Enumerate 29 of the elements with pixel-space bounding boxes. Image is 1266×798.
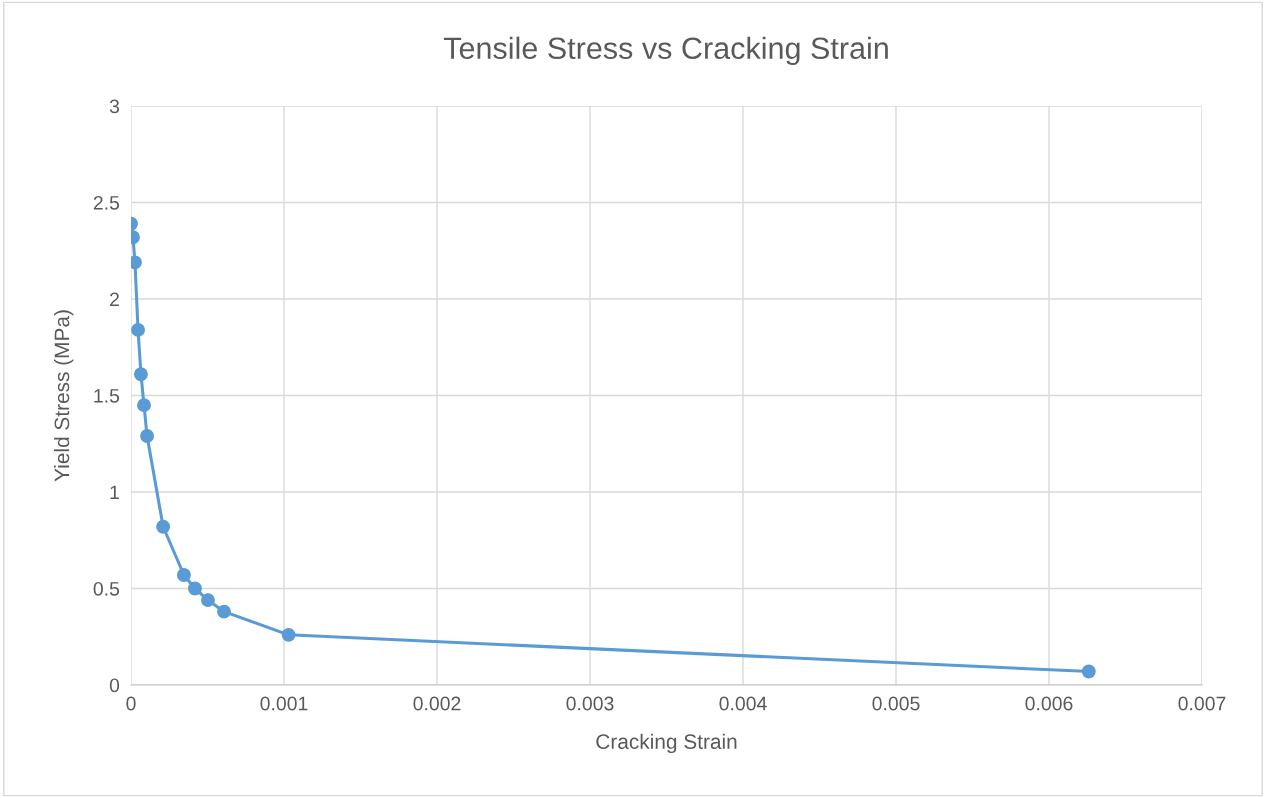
x-tick-label: 0.001 <box>260 696 308 711</box>
y-tick-label: 1 <box>110 485 119 500</box>
point <box>217 604 231 619</box>
x-tick-label: 0.007 <box>1178 696 1226 711</box>
y-axis-title: Yield Stress (MPa) <box>54 310 74 482</box>
point <box>176 568 191 582</box>
x-tick-label: 0.006 <box>1025 696 1073 711</box>
y-tick-label: 2.5 <box>93 195 120 210</box>
x-tick-label: 0.004 <box>719 696 767 711</box>
y-tick-label: 2 <box>110 292 119 307</box>
point <box>156 519 171 534</box>
chart-title: Tensile Stress vs Cracking Strain <box>443 36 888 66</box>
point <box>131 322 145 337</box>
point <box>137 398 151 413</box>
x-tick-label: 0.003 <box>566 696 614 711</box>
x-tick-label: 0.002 <box>413 696 461 711</box>
y-tick-label: 1.5 <box>94 389 120 403</box>
x-axis-title: Cracking Strain <box>596 733 737 754</box>
point <box>1081 664 1096 679</box>
x-tick-label: 0 <box>126 696 136 711</box>
y-tick-label: 0 <box>109 678 120 693</box>
x-tick-label: 0.005 <box>872 696 920 711</box>
point <box>133 367 148 382</box>
y-tick-label: 0.5 <box>93 581 120 596</box>
y-tick-label: 3 <box>109 99 120 114</box>
point <box>188 581 202 596</box>
point <box>140 429 155 443</box>
point <box>281 627 296 642</box>
point <box>201 593 215 608</box>
